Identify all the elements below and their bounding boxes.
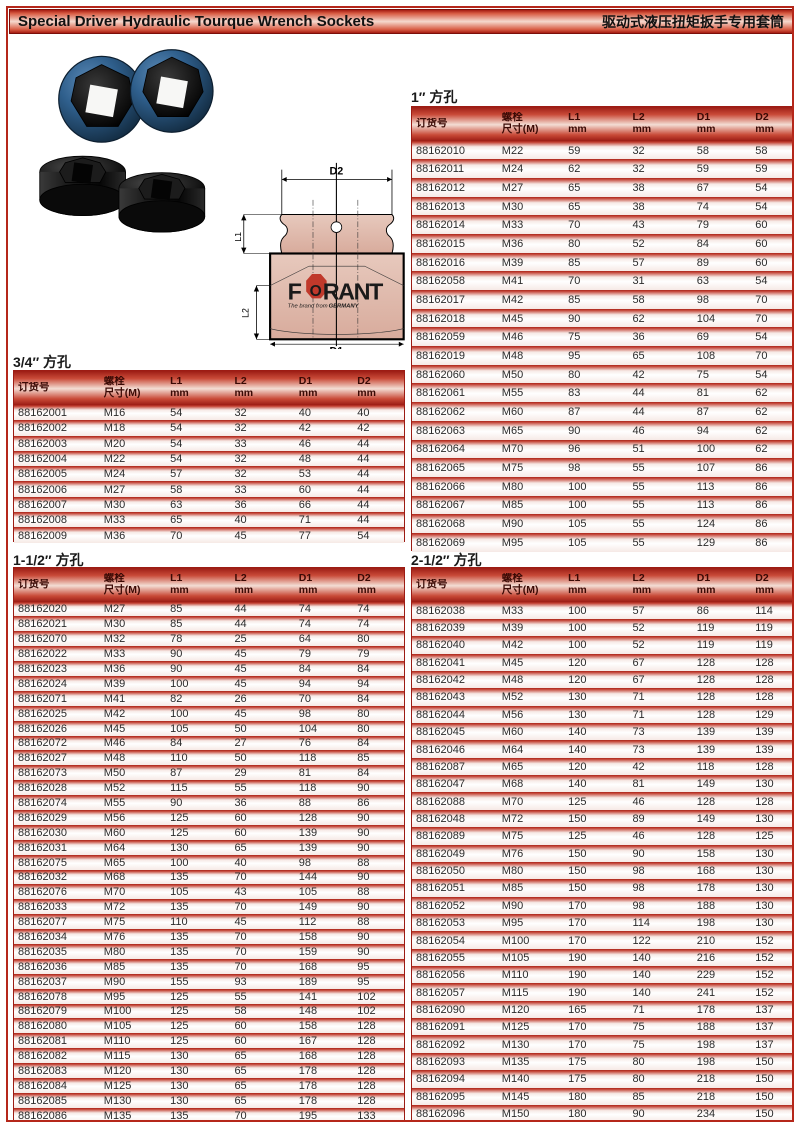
svg-text:GERMANY: GERMANY bbox=[329, 304, 360, 310]
svg-text:L2: L2 bbox=[241, 308, 251, 318]
svg-text:O: O bbox=[310, 283, 322, 300]
svg-text:RANT: RANT bbox=[323, 278, 384, 304]
svg-text:D1: D1 bbox=[330, 345, 344, 349]
svg-text:The brand from: The brand from bbox=[288, 304, 328, 310]
svg-text:L1: L1 bbox=[235, 232, 243, 242]
svg-text:F: F bbox=[288, 278, 302, 304]
